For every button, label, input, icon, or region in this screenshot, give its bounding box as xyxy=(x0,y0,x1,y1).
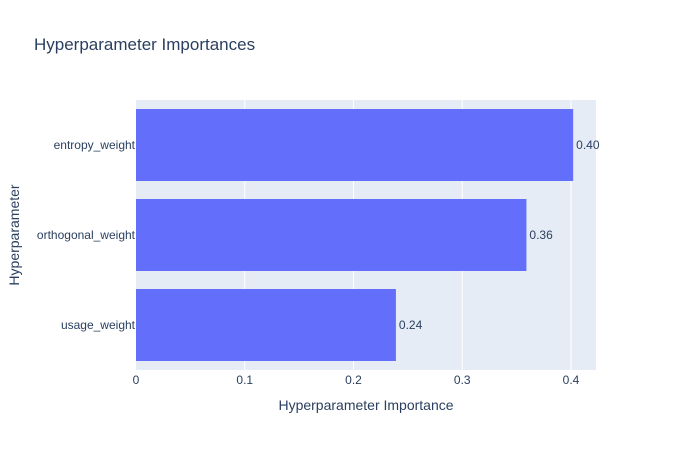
bar-entropy_weight xyxy=(136,109,574,181)
y-tick-label-orthogonal_weight: orthogonal_weight xyxy=(37,228,136,242)
chart-title: Hyperparameter Importances xyxy=(34,35,255,54)
x-tick-label: 0.1 xyxy=(236,373,253,387)
x-tick-label: 0.2 xyxy=(345,373,362,387)
x-tick-labels: 0 0.1 0.2 0.3 0.4 xyxy=(133,373,580,387)
data-label-entropy_weight: 0.40 xyxy=(576,138,600,152)
data-label-orthogonal_weight: 0.36 xyxy=(529,228,553,242)
data-labels: 0.40 0.36 0.24 xyxy=(399,138,600,332)
y-tick-label-usage_weight: usage_weight xyxy=(61,318,136,332)
x-tick-label: 0 xyxy=(133,373,140,387)
bar-usage_weight xyxy=(136,289,396,361)
bars xyxy=(136,109,574,361)
y-axis-title: Hyperparameter xyxy=(6,184,22,285)
y-tick-labels: entropy_weight orthogonal_weight usage_wei… xyxy=(37,138,136,332)
data-label-usage_weight: 0.24 xyxy=(399,318,423,332)
x-tick-label: 0.4 xyxy=(563,373,580,387)
x-tick-label: 0.3 xyxy=(454,373,471,387)
bar-orthogonal_weight xyxy=(136,199,527,271)
y-tick-label-entropy_weight: entropy_weight xyxy=(54,138,136,152)
x-axis-title: Hyperparameter Importance xyxy=(278,397,453,413)
